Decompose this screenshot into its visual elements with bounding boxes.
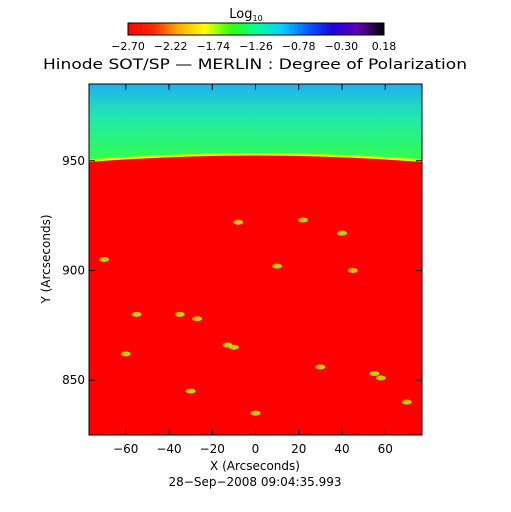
solar-limb: [89, 152, 422, 163]
polarization-patch-core: [102, 258, 108, 261]
y-axis-label: Y (Arcseconds): [39, 214, 53, 304]
y-tick-label: 950: [62, 154, 85, 168]
colorbar-ticks: −2.70 −2.22 −1.74 −1.26 −0.78 −0.30 0.18: [111, 40, 396, 53]
polarization-patch-core: [340, 231, 346, 235]
colorbar-tick-label: −2.22: [154, 40, 188, 53]
polarization-patch-core: [189, 389, 195, 393]
polarization-patch-core: [195, 317, 201, 321]
colorbar-tick-label: −1.26: [239, 40, 273, 53]
x-tick-label: 60: [378, 442, 393, 456]
polarization-patch-core: [232, 345, 238, 349]
colorbar-tick-label: 0.18: [372, 40, 397, 53]
y-tick-label: 850: [62, 373, 85, 387]
y-tick-label: 900: [62, 263, 85, 277]
x-tick-label: 20: [291, 442, 306, 456]
polarization-patch-core: [236, 220, 242, 224]
chart-title: Hinode SOT/SP — MERLIN : Degree of Polar…: [43, 57, 467, 73]
colorbar-tick-label: −2.70: [111, 40, 145, 53]
polarization-patch-core: [254, 411, 259, 415]
observation-timestamp: 28−Sep−2008 09:04:35.993: [169, 475, 342, 489]
bright-patches: [99, 217, 412, 416]
polarization-patch-core: [225, 343, 231, 347]
colorbar-gradient: [127, 22, 385, 36]
x-tick-label: −60: [113, 442, 138, 456]
polarization-patch-core: [301, 218, 307, 222]
polarization-patch-core: [351, 268, 357, 272]
x-axis-label: X (Arcseconds): [210, 459, 300, 473]
polarization-patch-core: [318, 365, 324, 369]
off-limb-region: [89, 84, 422, 164]
x-axis: −60 −40 −20 0 20 40 60: [113, 84, 393, 456]
colorbar-tick-label: −1.74: [196, 40, 230, 53]
polarization-patch-core: [124, 352, 130, 356]
x-tick-label: −20: [200, 442, 225, 456]
x-tick-label: −40: [156, 442, 181, 456]
colorbar-tick-label: −0.30: [324, 40, 358, 53]
solar-disk-region: [89, 154, 422, 435]
y-axis: 850 900 950: [62, 154, 422, 387]
colorbar-label: Log10: [229, 7, 262, 23]
x-tick-label: 0: [252, 442, 260, 456]
polarization-patch-core: [178, 312, 184, 316]
polarization-patch-core: [275, 264, 281, 268]
polarization-patch-core: [135, 312, 141, 316]
heatmap: [89, 84, 422, 435]
polarization-patch-core: [379, 376, 385, 380]
polarization-patch-core: [372, 372, 378, 376]
x-tick-label: 40: [334, 442, 349, 456]
colorbar-tick-label: −0.78: [282, 40, 316, 53]
colorbar: Log10 −2.70 −2.22 −1.74 −1.26 −0.78 −0.30 0.18: [111, 7, 396, 53]
polarization-patch-core: [405, 400, 411, 404]
